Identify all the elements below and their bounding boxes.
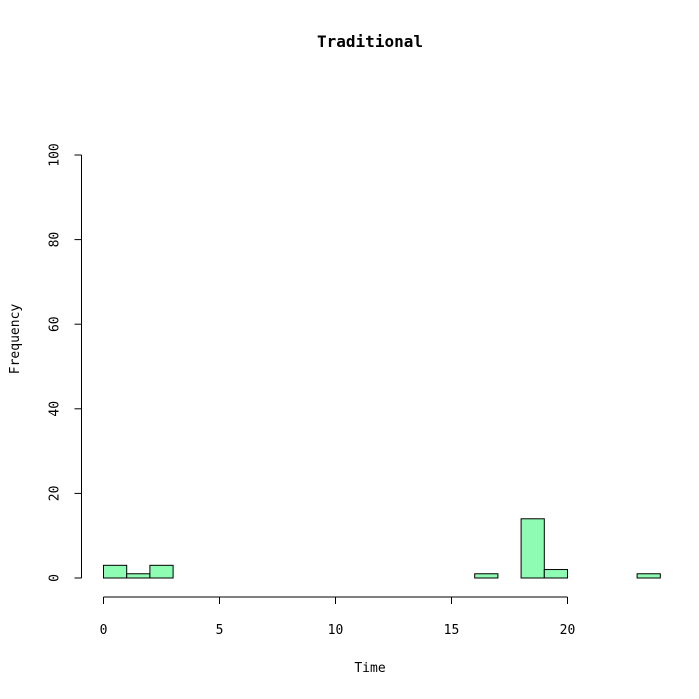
- y-tick-label: 0: [48, 574, 63, 582]
- histogram-bar: [474, 573, 499, 579]
- histogram-bar: [543, 569, 568, 579]
- y-tick-label: 60: [48, 316, 63, 332]
- y-tick-label: 40: [48, 401, 63, 417]
- histogram-bar: [149, 564, 174, 579]
- x-tick-label: 15: [444, 623, 460, 638]
- y-axis-label: Frequency: [8, 304, 23, 375]
- y-tick-label: 20: [48, 486, 63, 502]
- histogram-bar: [636, 573, 661, 579]
- histogram-bar: [126, 573, 151, 579]
- bars-group: [103, 518, 661, 579]
- x-axis-label: Time: [354, 661, 385, 676]
- chart-title: Traditional: [317, 32, 423, 51]
- y-tick-label: 80: [48, 232, 63, 248]
- histogram-bar: [103, 564, 128, 579]
- x-tick-label: 10: [328, 623, 344, 638]
- x-tick-label: 5: [216, 623, 224, 638]
- x-tick-label: 20: [560, 623, 576, 638]
- y-axis: 0 20 40 60 80 100: [48, 143, 82, 582]
- histogram-bar: [520, 518, 545, 579]
- y-tick-label: 100: [48, 143, 63, 166]
- x-tick-label: 0: [100, 623, 108, 638]
- x-axis: 0 5 10 15 20: [100, 596, 576, 638]
